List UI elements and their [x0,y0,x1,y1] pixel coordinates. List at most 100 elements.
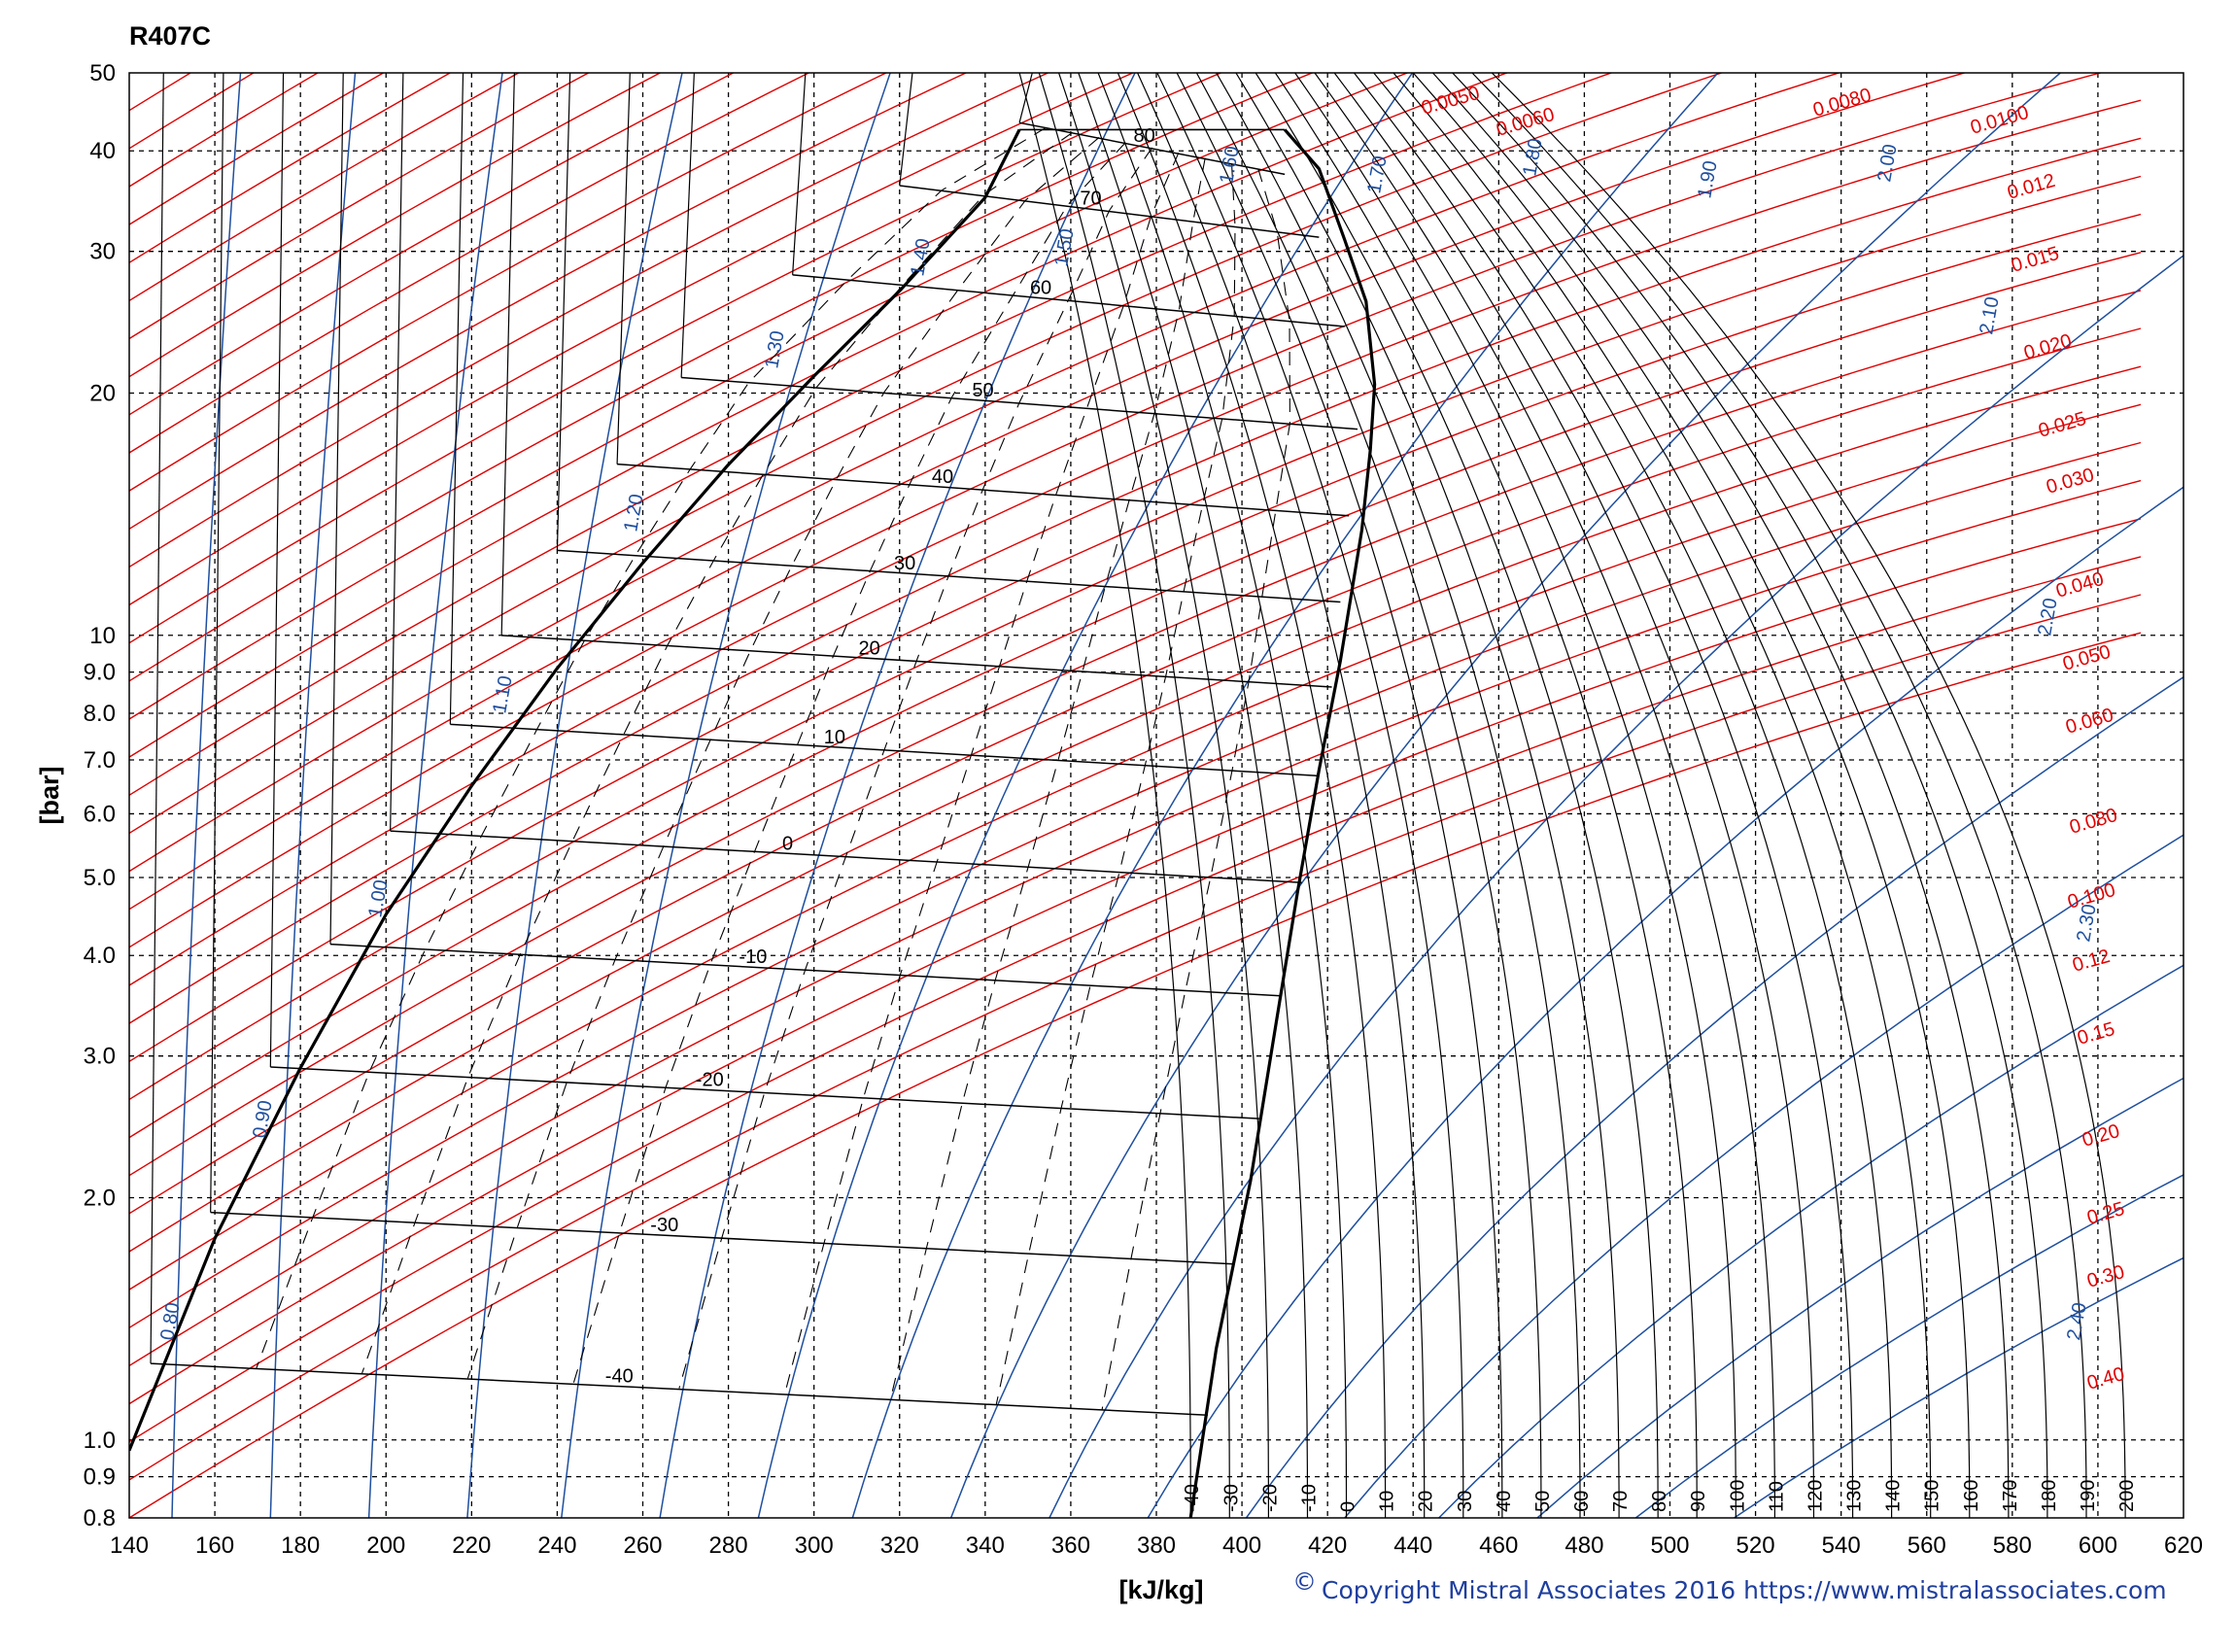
isotherm-label: -20 [696,1070,724,1091]
isochore-line [129,73,2103,948]
isotherm-superheated [1058,73,1269,1518]
isotherm-bottom-label: -30 [1221,1484,1242,1512]
isotherm-bottom-label: 70 [1610,1491,1632,1512]
x-tick-label: 460 [1479,1532,1518,1559]
isotherm-liquid [329,73,344,945]
x-tick-label: 560 [1908,1532,1946,1559]
isochore-label: 0.0080 [1810,85,1874,121]
isotherm-superheated [1137,73,1426,1518]
isotherm-bottom-label: 40 [1494,1491,1515,1512]
isotherm-bottom-label: 100 [1727,1480,1748,1512]
isentrope-label: 0.80 [156,1301,184,1342]
isotherm-bottom-label: 30 [1455,1491,1476,1512]
isotherm-liquid [899,73,913,187]
quality-line [256,126,1047,1369]
isotherm-superheated [1314,73,1775,1518]
isentrope-line [1245,675,2183,1518]
y-tick-label: 6.0 [84,801,116,827]
isotherm-liquid [390,73,404,832]
isotherm-bottom-label: 10 [1377,1491,1398,1512]
isotherm-bottom-label: 150 [1922,1480,1943,1512]
isotherm-bottom-label: 190 [2078,1480,2099,1512]
y-tick-label: 30 [89,239,116,265]
x-tick-label: 620 [2164,1532,2203,1559]
isentrope-label: 1.50 [1050,227,1078,268]
isochore-line [129,518,2142,1405]
isochore-line [129,556,2142,1443]
isochore-line [129,73,1967,911]
isochore-lines [129,73,2142,1518]
isotherm-bottom-label: 20 [1416,1491,1437,1512]
x-tick-label: 420 [1308,1532,1347,1559]
x-tick-label: 440 [1393,1532,1432,1559]
x-tick-label: 140 [110,1532,149,1559]
x-tick-label: 240 [537,1532,576,1559]
x-tick-label: 360 [1051,1532,1090,1559]
plot-frame [128,72,2184,1519]
isochore-line [129,290,2142,1177]
isochore-label: 0.25 [2084,1198,2126,1229]
isentrope-line [1438,964,2183,1518]
isotherm-superheated [1018,73,1191,1518]
x-tick-label: 300 [795,1532,834,1559]
isotherm-lines [150,73,2126,1518]
isotherm-label: 40 [932,466,953,488]
isochore-line [129,594,2142,1481]
saturated-liquid-line [129,128,1021,1452]
isotherm-label: 30 [894,553,915,574]
isochore-line [129,73,968,530]
quality-lines [256,126,1290,1410]
isochore-label: 0.40 [2084,1363,2126,1394]
y-tick-label: 50 [89,60,116,86]
isochore-line [129,73,1223,644]
isotherm-superheated [1432,73,2010,1518]
isentrope-line [659,73,1136,1518]
isochore-label: 0.050 [2060,641,2113,675]
x-tick-label: 380 [1137,1532,1176,1559]
y-tick-label: 0.9 [84,1464,116,1491]
isochore-label: 0.012 [2005,170,2057,204]
isochore-line [129,73,130,74]
isotherm-label: -30 [650,1215,678,1236]
isochore-label: 0.025 [2036,408,2088,442]
isochore-line [129,73,591,340]
isentrope-line [1634,1174,2183,1518]
isentrope-line [269,73,357,1518]
isochore-label: 0.12 [2070,946,2112,977]
isotherm-superheated [1097,73,1348,1518]
isotherm-liquid [269,73,285,1068]
isotherm-liquid [556,73,571,551]
isentrope-label: 1.10 [489,674,516,715]
saturated-vapor-line [1188,128,1377,1518]
isotherm-superheated [1412,73,1971,1518]
isentrope-label: 2.10 [1976,295,2003,336]
isotherm-superheated [1117,73,1387,1518]
y-tick-label: 4.0 [84,943,116,969]
isotherm-superheated [1156,73,1464,1518]
isentrope-line [949,73,2061,1518]
isochore-label: 0.040 [2053,568,2106,602]
isentrope-line [367,73,503,1518]
isotherm-liquid [500,73,515,636]
isochore-line [129,479,2142,1366]
x-tick-label: 580 [1993,1532,2032,1559]
isotherm-liquid [150,73,164,1364]
isentrope-label: 2.00 [1874,143,1901,184]
isentrope-line [1049,255,2183,1518]
isotherm-liquid [210,73,224,1213]
isotherm-superheated [1373,73,1893,1518]
quality-line [784,152,1180,1394]
isotherm-bottom-label: 180 [2039,1480,2060,1512]
quality-line [995,163,1236,1405]
y-tick-label: 40 [89,138,116,164]
isentrope-line [1147,486,2183,1518]
isochore-label: 0.30 [2084,1261,2126,1292]
x-axis-label: [kJ/kg] [1118,1575,1203,1604]
isotherm-superheated [1255,73,1659,1518]
isotherm-label: 60 [1030,277,1051,298]
isochore-line [129,137,2142,1024]
copyright-symbol: © [1292,1567,1317,1596]
isochore-label: 0.0060 [1494,104,1557,141]
isochore-line [129,365,2142,1253]
isotherm-label: 80 [1133,125,1154,147]
